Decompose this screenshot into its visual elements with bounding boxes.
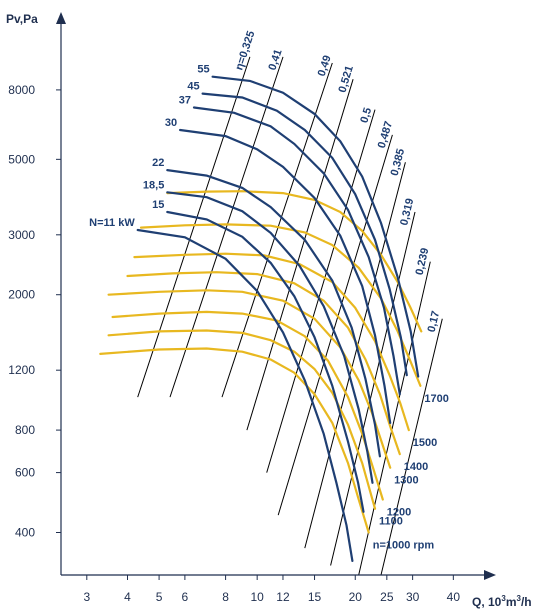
y-tick-label: 3000	[8, 228, 35, 242]
y-tick-label: 400	[15, 525, 35, 539]
speed-label: 1700	[424, 393, 448, 405]
power-label: 55	[197, 64, 209, 76]
efficiency-lines: η=0,325 0,41 0,49 0,5210,50,4870,3850,3190,…	[137, 29, 443, 576]
tick-labels: 3 4 5 6 8 10 12 15 20 25 30 40400600800120020003000…	[8, 83, 460, 604]
efficiency-line	[137, 56, 251, 398]
efficiency-label: 0,5	[358, 106, 374, 124]
power-label: 45	[187, 81, 199, 93]
power-label: 15	[152, 199, 164, 211]
x-tick-label: 40	[447, 590, 461, 604]
power-label: 22	[152, 157, 164, 169]
speed-label: 1300	[394, 475, 418, 487]
power-label: 30	[165, 117, 177, 129]
x-axis-label-sup2: 3	[516, 594, 521, 603]
power-curve	[192, 106, 401, 396]
efficiency-label: 0,17	[426, 310, 443, 334]
speed-label: n=1000 rpm	[373, 539, 435, 551]
power-curve	[166, 191, 374, 484]
efficiency-line	[221, 62, 333, 398]
speed-label: 1500	[413, 437, 437, 449]
efficiency-line	[277, 134, 393, 516]
efficiency-label: η=0,325	[233, 29, 257, 71]
efficiency-line	[266, 109, 376, 473]
power-curve	[166, 169, 381, 458]
speed-label: 1400	[404, 461, 428, 473]
y-tick-label: 5000	[8, 152, 35, 166]
y-axis-label: Pv,Pa	[6, 12, 38, 26]
y-tick-label: 8000	[8, 83, 35, 97]
x-axis-arrow-icon	[484, 570, 496, 580]
power-label: 37	[179, 95, 191, 107]
power-curve	[136, 228, 354, 562]
speed-label: 1200	[387, 507, 411, 519]
axes	[56, 12, 496, 580]
y-tick-label: 800	[15, 423, 35, 437]
power-label: 18,5	[143, 179, 164, 191]
x-tick-label: 20	[349, 590, 363, 604]
x-tick-label: 15	[308, 590, 322, 604]
x-tick-label: 5	[156, 590, 163, 604]
efficiency-line	[380, 318, 443, 576]
y-tick-label: 1200	[8, 363, 35, 377]
efficiency-line	[169, 56, 284, 398]
speed-label: 1100	[379, 516, 403, 528]
y-tick-label: 2000	[8, 288, 35, 302]
x-tick-label: 30	[406, 590, 420, 604]
power-curve	[179, 128, 392, 424]
speed-curve	[126, 271, 401, 456]
x-axis-label-end: /h	[521, 595, 532, 609]
efficiency-line	[330, 211, 416, 566]
efficiency-label: 0,319	[398, 197, 416, 227]
efficiency-line	[358, 261, 431, 576]
x-tick-label: 8	[222, 590, 229, 604]
y-tick-label: 600	[15, 466, 35, 480]
efficiency-line	[304, 162, 406, 549]
x-axis-label-mid: m	[506, 595, 517, 609]
speed-curve	[99, 347, 370, 534]
x-axis-label-base: Q, 10	[472, 595, 502, 609]
x-tick-label: 4	[124, 590, 131, 604]
x-axis-label: Q, 103m3/h	[472, 594, 532, 609]
x-tick-label: 6	[182, 590, 189, 604]
x-tick-label: 10	[250, 590, 264, 604]
power-label: N=11 kW	[89, 217, 135, 229]
x-tick-label: 3	[83, 590, 90, 604]
efficiency-label: 0,385	[389, 147, 408, 177]
power-curve	[201, 92, 408, 377]
x-axis-label-sup1: 3	[501, 594, 506, 603]
efficiency-label: 0,239	[414, 247, 432, 277]
efficiency-label: 0,521	[337, 64, 356, 94]
speed-curve	[107, 329, 377, 510]
x-tick-label: 12	[276, 590, 290, 604]
y-axis-arrow-icon	[56, 12, 66, 24]
power-curve	[211, 75, 420, 378]
x-tick-label: 25	[380, 590, 394, 604]
power-curve	[166, 210, 365, 513]
